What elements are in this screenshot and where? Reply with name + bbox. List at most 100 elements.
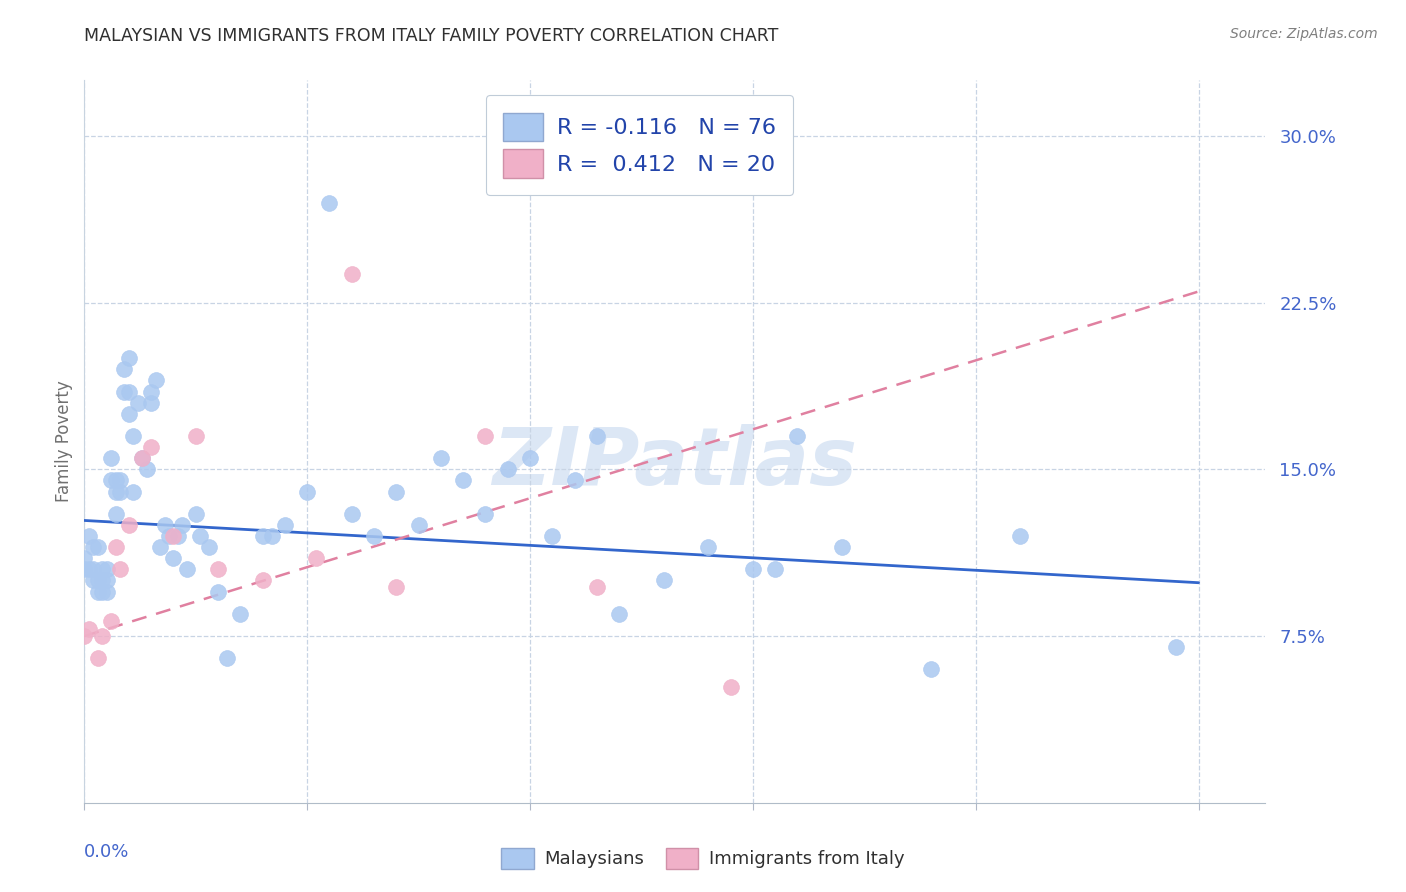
Point <box>104 540 127 554</box>
Point <box>1010 529 1032 543</box>
Point <box>108 562 131 576</box>
Point <box>340 267 363 281</box>
Point <box>172 517 194 532</box>
Point <box>162 551 184 566</box>
Point <box>305 551 328 566</box>
Point <box>87 574 110 588</box>
Point <box>77 623 100 637</box>
Point <box>167 529 190 543</box>
Point <box>1166 640 1188 655</box>
Point <box>91 584 114 599</box>
Text: MALAYSIAN VS IMMIGRANTS FROM ITALY FAMILY POVERTY CORRELATION CHART: MALAYSIAN VS IMMIGRANTS FROM ITALY FAMIL… <box>84 27 779 45</box>
Point <box>127 395 149 409</box>
Point <box>408 517 430 532</box>
Point <box>207 562 229 576</box>
Point <box>100 614 122 628</box>
Point <box>541 529 564 543</box>
Point <box>141 440 163 454</box>
Point <box>229 607 252 621</box>
Point <box>295 484 318 499</box>
Point <box>474 429 496 443</box>
Point <box>118 351 141 366</box>
Point <box>215 651 238 665</box>
Point <box>430 451 453 466</box>
Point <box>607 607 630 621</box>
Point <box>149 540 172 554</box>
Point <box>318 195 340 210</box>
Point <box>697 540 720 554</box>
Point <box>96 584 118 599</box>
Text: Source: ZipAtlas.com: Source: ZipAtlas.com <box>1230 27 1378 41</box>
Point <box>184 507 207 521</box>
Point <box>122 484 145 499</box>
Point <box>82 574 104 588</box>
Point <box>451 474 474 488</box>
Point <box>104 474 127 488</box>
Point <box>157 529 180 543</box>
Point <box>162 529 184 543</box>
Point <box>141 395 163 409</box>
Point <box>586 580 609 594</box>
Point <box>176 562 198 576</box>
Point <box>385 484 408 499</box>
Point <box>385 580 408 594</box>
Point <box>104 507 127 521</box>
Point <box>100 451 122 466</box>
Point <box>108 484 131 499</box>
Point <box>73 629 96 643</box>
Point <box>91 562 114 576</box>
Point <box>87 584 110 599</box>
Text: 0.0%: 0.0% <box>84 843 129 861</box>
Point <box>73 562 96 576</box>
Point <box>100 474 122 488</box>
Point <box>96 562 118 576</box>
Point <box>114 384 136 399</box>
Point <box>131 451 153 466</box>
Point <box>153 517 176 532</box>
Point <box>91 629 114 643</box>
Point <box>763 562 786 576</box>
Point <box>260 529 283 543</box>
Point <box>274 517 297 532</box>
Legend: R = -0.116   N = 76, R =  0.412   N = 20: R = -0.116 N = 76, R = 0.412 N = 20 <box>485 95 793 195</box>
Point <box>108 474 131 488</box>
Point <box>87 651 110 665</box>
Point <box>188 529 211 543</box>
Point <box>519 451 541 466</box>
Point <box>741 562 763 576</box>
Point <box>82 562 104 576</box>
Point <box>91 574 114 588</box>
Point <box>96 574 118 588</box>
Point <box>363 529 385 543</box>
Point <box>73 551 96 566</box>
Point <box>474 507 496 521</box>
Text: ZIPatlas: ZIPatlas <box>492 425 858 502</box>
Point <box>207 584 229 599</box>
Legend: Malaysians, Immigrants from Italy: Malaysians, Immigrants from Italy <box>494 840 912 876</box>
Point <box>786 429 808 443</box>
Point <box>920 662 942 676</box>
Point <box>114 362 136 376</box>
Point <box>118 407 141 421</box>
Y-axis label: Family Poverty: Family Poverty <box>55 381 73 502</box>
Point <box>252 529 274 543</box>
Point <box>496 462 519 476</box>
Point <box>145 373 167 387</box>
Point <box>141 384 163 399</box>
Point <box>184 429 207 443</box>
Point <box>122 429 145 443</box>
Point <box>340 507 363 521</box>
Point <box>118 517 141 532</box>
Point <box>831 540 853 554</box>
Point <box>564 474 586 488</box>
Point <box>135 462 157 476</box>
Point <box>118 384 141 399</box>
Point <box>82 540 104 554</box>
Point <box>77 562 100 576</box>
Point <box>252 574 274 588</box>
Point <box>104 484 127 499</box>
Point <box>77 529 100 543</box>
Point <box>586 429 609 443</box>
Point <box>87 540 110 554</box>
Point <box>652 574 675 588</box>
